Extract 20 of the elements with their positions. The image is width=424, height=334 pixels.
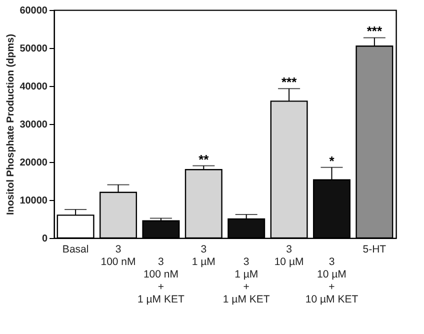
x-tick-label: 3 1 µM + 1 µM KET [222, 256, 270, 306]
y-tick-label: 40000 [20, 82, 48, 92]
annotation: *** [366, 24, 383, 39]
y-tick-label: 60000 [20, 6, 48, 16]
x-tick-label: 3 1 µM [192, 244, 216, 268]
y-tick-label: 50000 [20, 44, 48, 54]
y-tick-label: 30000 [20, 120, 48, 130]
x-tick-label: Basal [62, 244, 89, 256]
y-tick-label: 0 [42, 234, 48, 244]
annotation: *** [281, 74, 298, 90]
x-tick-label: 3 10 µM + 10 µM KET [305, 256, 359, 306]
x-tick-label: 3 100 nM + 1 µM KET [138, 256, 185, 306]
y-tick-label: 20000 [20, 158, 48, 168]
x-tick-label: 3 100 nM [100, 244, 136, 268]
annotation: * [329, 153, 336, 168]
y-tick-label: 10000 [20, 196, 48, 206]
annotation: ** [198, 152, 210, 167]
y-axis-title: Inositol Phosphate Production (dpms) [6, 34, 17, 216]
x-tick-label: 3 10 µM [274, 244, 304, 268]
x-tick-label: 5-HT [362, 244, 387, 256]
